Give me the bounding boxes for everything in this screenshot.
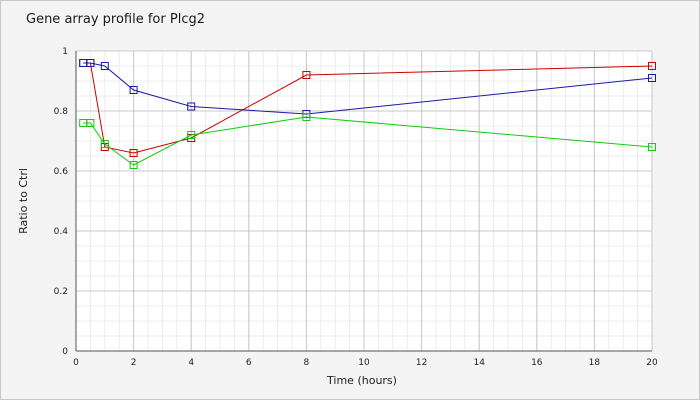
- data-point[interactable]: [648, 143, 656, 151]
- x-tick-label: 0: [73, 358, 79, 368]
- y-axis-title: Ratio to Ctrl: [17, 168, 30, 234]
- data-point[interactable]: [100, 62, 109, 70]
- data-point[interactable]: [100, 140, 109, 148]
- chart-title: Gene array profile for Plcg2: [26, 12, 205, 27]
- series-3: [79, 113, 656, 169]
- x-tick-label: 2: [131, 358, 137, 368]
- data-point[interactable]: [129, 149, 138, 157]
- series-line: [83, 116, 653, 166]
- y-tick-label: 0.4: [54, 227, 69, 237]
- x-tick-label: 14: [473, 358, 485, 368]
- data-point[interactable]: [129, 86, 138, 94]
- data-point[interactable]: [86, 119, 95, 127]
- x-tick-label: 12: [416, 358, 427, 368]
- data-point[interactable]: [302, 71, 311, 79]
- data-point[interactable]: [302, 113, 311, 121]
- y-tick-label: 0.8: [54, 107, 69, 117]
- y-tick-label: 1: [62, 47, 68, 57]
- data-point[interactable]: [648, 62, 656, 70]
- x-axis-title: Time (hours): [326, 374, 397, 387]
- data-point[interactable]: [187, 131, 196, 139]
- x-tick-label: 8: [304, 358, 310, 368]
- data-point[interactable]: [187, 102, 196, 111]
- y-tick-label: 0.2: [54, 287, 68, 297]
- x-tick-label: 4: [188, 358, 194, 368]
- y-tick-label: 0: [62, 347, 68, 357]
- x-tick-label: 16: [531, 358, 543, 368]
- data-point[interactable]: [648, 74, 656, 82]
- x-tick-label: 10: [358, 358, 370, 368]
- data-point[interactable]: [129, 161, 138, 169]
- x-tick-label: 20: [646, 358, 658, 368]
- data-point[interactable]: [86, 59, 95, 67]
- y-tick-label: 0.6: [54, 167, 69, 177]
- x-tick-label: 18: [589, 358, 601, 368]
- x-tick-label: 6: [246, 358, 252, 368]
